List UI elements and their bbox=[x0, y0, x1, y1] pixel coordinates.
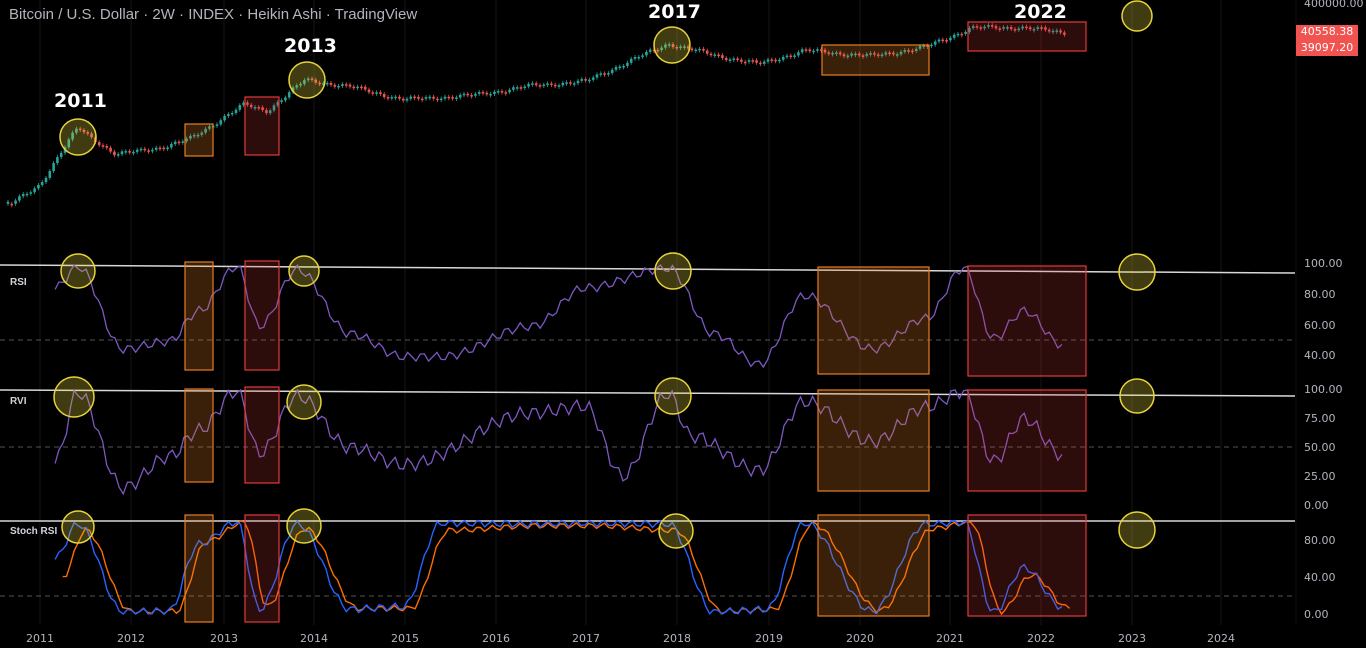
stoch-pane-label[interactable]: Stoch RSI bbox=[10, 526, 58, 537]
xaxis-tick: 2017 bbox=[572, 632, 600, 645]
price-candles bbox=[6, 23, 1066, 208]
xaxis-tick: 2014 bbox=[300, 632, 328, 645]
xaxis-tick: 2022 bbox=[1027, 632, 1055, 645]
rvi-line bbox=[54, 388, 1063, 496]
annotation-2022: 2022 bbox=[1014, 1, 1067, 23]
annotation-2011: 2011 bbox=[54, 90, 107, 112]
rvi-ytick: 50.00 bbox=[1304, 441, 1336, 454]
rvi-ytick: 100.00 bbox=[1304, 383, 1343, 396]
rsi-pane-label[interactable]: RSI bbox=[10, 277, 27, 288]
rvi-ytick: 75.00 bbox=[1304, 412, 1336, 425]
stoch-d-line bbox=[62, 520, 1071, 616]
annotation-2013: 2013 bbox=[284, 35, 337, 57]
xaxis-tick: 2023 bbox=[1118, 632, 1146, 645]
xaxis-tick: 2013 bbox=[210, 632, 238, 645]
stoch-ytick: 80.00 bbox=[1304, 534, 1336, 547]
annotation-2017: 2017 bbox=[648, 1, 701, 23]
xaxis-tick: 2011 bbox=[26, 632, 54, 645]
rvi-ytick: 0.00 bbox=[1304, 499, 1329, 512]
xaxis-tick: 2021 bbox=[936, 632, 964, 645]
xaxis-tick: 2016 bbox=[482, 632, 510, 645]
rsi-ytick: 40.00 bbox=[1304, 349, 1336, 362]
peak-highlight-circles bbox=[53, 0, 1156, 549]
rsi-line bbox=[54, 263, 1063, 369]
stoch-k-line bbox=[54, 519, 1063, 615]
rvi-ytick: 25.00 bbox=[1304, 470, 1336, 483]
orange-highlight-boxes bbox=[184, 44, 930, 623]
price-ytick: 400000.00 bbox=[1304, 0, 1364, 10]
xaxis-tick: 2024 bbox=[1207, 632, 1235, 645]
last-price-high-badge: 40558.38 bbox=[1296, 25, 1358, 39]
rsi-ytick: 100.00 bbox=[1304, 257, 1343, 270]
xaxis-tick: 2012 bbox=[117, 632, 145, 645]
xaxis-tick: 2020 bbox=[846, 632, 874, 645]
rsi-ytick: 60.00 bbox=[1304, 319, 1336, 332]
stoch-ytick: 40.00 bbox=[1304, 571, 1336, 584]
xaxis-tick: 2015 bbox=[391, 632, 419, 645]
rsi-ytick: 80.00 bbox=[1304, 288, 1336, 301]
rvi-pane-label[interactable]: RVI bbox=[10, 396, 27, 407]
last-price-low-badge: 39097.20 bbox=[1296, 39, 1358, 56]
xaxis-tick: 2019 bbox=[755, 632, 783, 645]
stoch-ytick: 0.00 bbox=[1304, 608, 1329, 621]
red-highlight-boxes bbox=[244, 21, 1087, 623]
xaxis-tick: 2018 bbox=[663, 632, 691, 645]
rvi-trendline bbox=[0, 389, 1296, 397]
chart-title: Bitcoin / U.S. Dollar · 2W · INDEX · Hei… bbox=[9, 6, 418, 23]
